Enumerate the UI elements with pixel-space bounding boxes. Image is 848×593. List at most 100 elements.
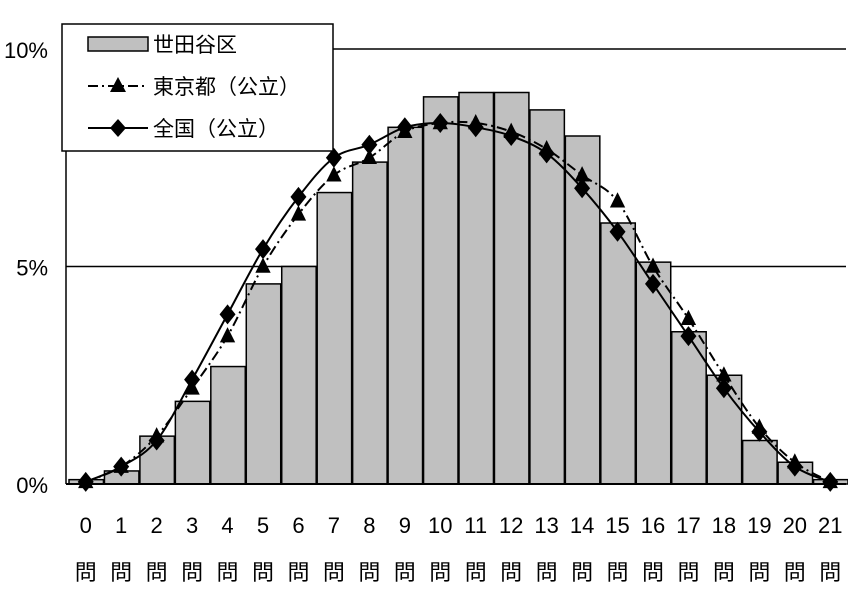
- legend-item-0: 世田谷区: [87, 33, 237, 57]
- triangle-point-16: [645, 257, 661, 273]
- bar-19: [741, 439, 778, 485]
- x-tick-suffix-20: 問: [784, 560, 806, 585]
- legend-item-2: 全国（公立）: [88, 117, 279, 141]
- bar-3: [174, 400, 211, 485]
- x-tick-label-21: 21: [818, 513, 842, 538]
- triangle-point-17: [680, 309, 697, 325]
- bar-17: [670, 331, 707, 485]
- x-tick-label-12: 12: [499, 513, 523, 538]
- x-tick-suffix-7: 問: [323, 560, 345, 585]
- diamond-point-5: [255, 239, 271, 260]
- x-tick-suffix-19: 問: [748, 560, 770, 585]
- triangle-point-6: [290, 205, 307, 221]
- legend-label-0: 世田谷区: [153, 33, 237, 57]
- diamond-point-17: [680, 326, 697, 347]
- diamond-point-8: [361, 134, 378, 155]
- bar-7: [316, 191, 353, 485]
- diamond-point-21: [822, 471, 839, 492]
- x-tick-suffix-1: 問: [110, 560, 132, 585]
- x-tick-suffix-18: 問: [713, 560, 735, 585]
- diamond-point-6: [290, 186, 307, 207]
- x-tick-label-18: 18: [712, 513, 736, 538]
- bar-10: [422, 96, 459, 485]
- legend-diamond-marker: [110, 119, 126, 137]
- y-tick-label-0: 0%: [16, 473, 48, 498]
- x-tick-suffix-5: 問: [252, 560, 274, 585]
- diamond-point-2: [148, 430, 165, 451]
- y-tick-labels: 0% 5% 10%: [4, 38, 48, 498]
- diamond-point-7: [325, 147, 342, 168]
- x-tick-label-11: 11: [464, 513, 487, 538]
- series-line-triangle: [85, 120, 831, 483]
- bar-15: [600, 222, 637, 485]
- x-tick-suffix-6: 問: [287, 560, 309, 585]
- diamond-point-19: [751, 421, 768, 442]
- diamond-point-15: [609, 221, 626, 242]
- x-tick-label-6: 6: [292, 513, 304, 538]
- x-tick-suffix-8: 問: [358, 560, 380, 585]
- x-tick-label-17: 17: [676, 513, 700, 538]
- diamond-point-20: [786, 456, 803, 477]
- diamond-point-12: [503, 126, 520, 146]
- x-tick-suffix-16: 問: [642, 560, 664, 585]
- diamond-point-13: [538, 143, 555, 164]
- triangle-point-18: [716, 366, 732, 382]
- series-line-diamond: [85, 121, 831, 483]
- x-tick-suffix-4: 問: [217, 560, 239, 585]
- diamond-point-4: [219, 304, 236, 325]
- diamond-point-3: [184, 369, 201, 390]
- diamond-point-11: [467, 117, 484, 138]
- x-tick-suffix-10: 問: [429, 560, 451, 585]
- x-tick-label-20: 20: [783, 513, 807, 538]
- x-tick-label-5: 5: [257, 513, 269, 538]
- triangle-point-4: [219, 327, 236, 343]
- y-tick-label-10: 10%: [4, 38, 48, 63]
- x-tick-label-19: 19: [747, 513, 771, 538]
- diamond-point-16: [645, 273, 661, 294]
- triangle-point-7: [326, 166, 342, 182]
- legend-triangle-marker: [110, 77, 126, 92]
- diamond-point-1: [113, 456, 130, 477]
- triangle-point-5: [255, 257, 271, 273]
- x-tick-label-3: 3: [186, 513, 198, 538]
- bar-11: [458, 91, 495, 485]
- bar-12: [493, 91, 530, 485]
- triangle-point-8: [361, 148, 378, 165]
- x-tick-suffix-13: 問: [536, 560, 558, 585]
- x-tick-suffix-3: 問: [181, 560, 203, 585]
- diamond-point-18: [715, 378, 732, 399]
- legend-swatch-bar: [87, 36, 149, 52]
- x-tick-label-7: 7: [328, 513, 340, 538]
- bar-series: [68, 91, 848, 485]
- x-tick-suffix-21: 問: [819, 560, 841, 585]
- triangle-point-14: [574, 166, 590, 182]
- x-tick-label-10: 10: [428, 513, 452, 538]
- diamond-point-14: [574, 178, 591, 199]
- x-tick-suffix-9: 問: [394, 560, 416, 585]
- bar-9: [387, 126, 424, 485]
- diamond-point-0: [77, 471, 94, 492]
- legend-label-1: 東京都（公立）: [153, 75, 300, 99]
- x-tick-label-0: 0: [80, 513, 92, 538]
- bar-13: [529, 109, 566, 485]
- series-diamond-group: [77, 112, 839, 492]
- x-tick-label-14: 14: [570, 513, 594, 538]
- x-tick-labels: 0問1問2問3問4問5問6問7問8問9問10問11問12問13問14問15問16…: [75, 513, 843, 585]
- bar-8: [351, 161, 388, 485]
- x-tick-suffix-12: 問: [500, 560, 522, 585]
- diamond-point-10: [432, 112, 449, 133]
- y-tick-label-5: 5%: [16, 256, 48, 281]
- x-tick-label-16: 16: [641, 513, 665, 538]
- x-tick-label-15: 15: [605, 513, 629, 538]
- x-tick-label-4: 4: [221, 513, 233, 538]
- x-tick-suffix-11: 問: [465, 560, 487, 585]
- x-tick-label-9: 9: [399, 513, 411, 538]
- diamond-point-9: [396, 117, 413, 138]
- x-tick-label-8: 8: [363, 513, 375, 538]
- legend-item-1: 東京都（公立）: [88, 75, 300, 99]
- x-tick-label-1: 1: [115, 513, 127, 538]
- x-tick-suffix-15: 問: [607, 560, 629, 585]
- x-tick-suffix-17: 問: [677, 560, 699, 585]
